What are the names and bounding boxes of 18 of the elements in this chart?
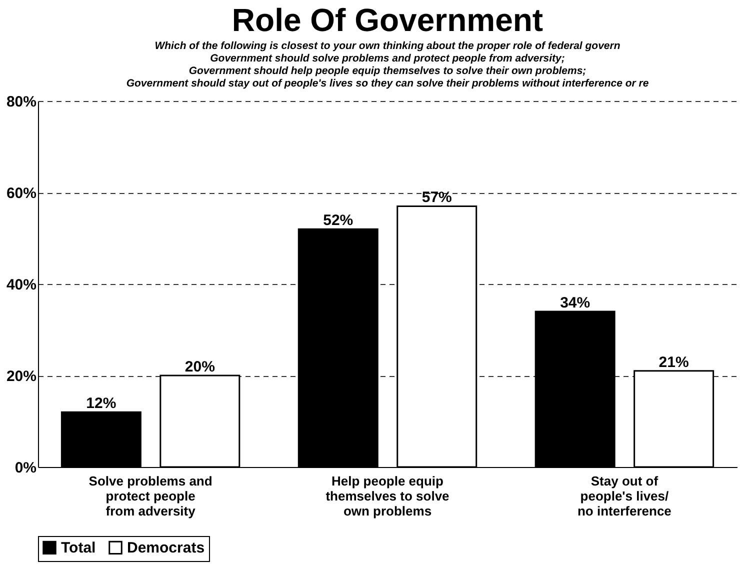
data-label: 52% xyxy=(323,212,354,230)
y-tick-label: 80% xyxy=(6,94,36,110)
legend-label: Total xyxy=(61,540,96,557)
data-label: 12% xyxy=(86,395,116,412)
data-label: 20% xyxy=(184,358,215,376)
y-tick-label: 60% xyxy=(6,185,36,202)
y-tick-label: 40% xyxy=(6,276,36,294)
data-label: 34% xyxy=(560,294,590,312)
legend-label: Democrats xyxy=(127,540,205,557)
y-tick-label: 0% xyxy=(14,460,36,476)
x-tick-label: Solve problems and protect people from adversity xyxy=(88,474,212,518)
x-tick-label: Stay out of people's lives/ no interference xyxy=(577,474,672,518)
y-tick-label: 20% xyxy=(6,368,36,385)
data-label: 57% xyxy=(422,189,452,206)
chart-subtitle: Which of the following is closest to your own thinking about the proper role of federal govern Government should solve problems and protect people from adversity; Government should help people equip themselves to solve their own problems; Government should stay out of people's lives so they can solve their problems without interference or re xyxy=(126,40,649,90)
chart-title: Role Of Government xyxy=(232,2,544,38)
x-tick-label: Help people equip themselves to solve own problems xyxy=(326,474,450,518)
data-label: 21% xyxy=(658,354,689,371)
